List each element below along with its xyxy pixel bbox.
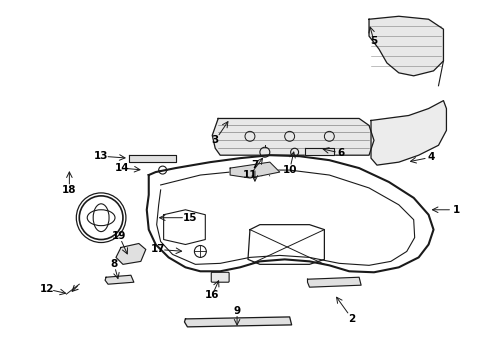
Text: 7: 7 — [251, 160, 259, 170]
Polygon shape — [129, 155, 175, 162]
Text: 9: 9 — [234, 306, 241, 316]
Polygon shape — [308, 277, 361, 287]
Text: 14: 14 — [115, 163, 129, 173]
Text: 13: 13 — [94, 151, 108, 161]
Text: 6: 6 — [338, 148, 345, 158]
Polygon shape — [105, 275, 134, 284]
FancyBboxPatch shape — [211, 272, 229, 282]
Polygon shape — [116, 243, 146, 264]
Polygon shape — [212, 118, 374, 155]
Polygon shape — [184, 317, 292, 327]
Polygon shape — [369, 16, 443, 76]
Polygon shape — [230, 162, 280, 178]
Text: 2: 2 — [348, 314, 356, 324]
Polygon shape — [371, 100, 446, 165]
Text: 18: 18 — [62, 185, 76, 195]
Text: 12: 12 — [40, 284, 55, 294]
Text: 1: 1 — [453, 205, 460, 215]
Text: 8: 8 — [110, 259, 118, 269]
Text: 5: 5 — [370, 36, 378, 46]
Text: 17: 17 — [150, 244, 165, 255]
Text: 3: 3 — [212, 135, 219, 145]
Text: 15: 15 — [183, 213, 197, 223]
Polygon shape — [305, 148, 334, 155]
Text: 11: 11 — [243, 170, 257, 180]
Text: 4: 4 — [428, 152, 435, 162]
Text: 16: 16 — [205, 290, 220, 300]
Text: 19: 19 — [112, 230, 126, 240]
Text: 10: 10 — [282, 165, 297, 175]
